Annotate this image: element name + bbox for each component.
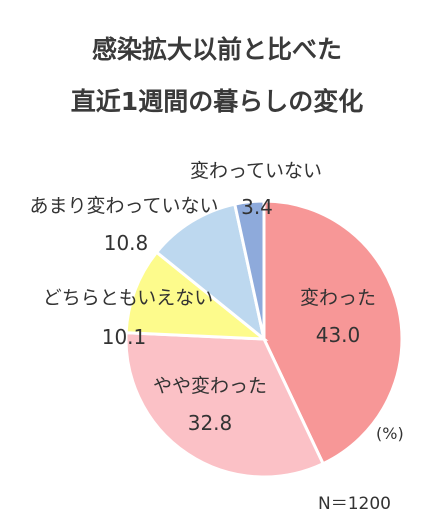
slice-value-4: 10.8	[104, 231, 149, 255]
unit-label: (%)	[376, 424, 404, 443]
slice-label-4: あまり変わっていない	[29, 195, 218, 217]
slice-value-5: 3.4	[241, 195, 273, 219]
slice-label-1: 変わった	[300, 287, 376, 309]
pie-slice-2	[124, 331, 326, 479]
pie-slice-3	[124, 250, 269, 341]
slice-value-3: 10.1	[102, 325, 147, 349]
slice-value-2: 32.8	[188, 411, 233, 435]
pie-slice-4	[154, 202, 267, 343]
chart-title-line2: 直近1週間の暮らしの変化	[70, 87, 364, 116]
pie-slice-5	[232, 199, 266, 340]
chart-title-line1: 感染拡大以前と比べた	[91, 35, 342, 64]
sample-size-label: N＝1200	[318, 494, 391, 514]
slice-label-2: やや変わった	[153, 375, 267, 397]
slice-label-3: どちらともいえない	[43, 287, 214, 309]
pie-slice-1	[262, 199, 404, 466]
slice-label-5: 変わっていない	[190, 160, 322, 182]
slice-value-1: 43.0	[316, 323, 361, 347]
